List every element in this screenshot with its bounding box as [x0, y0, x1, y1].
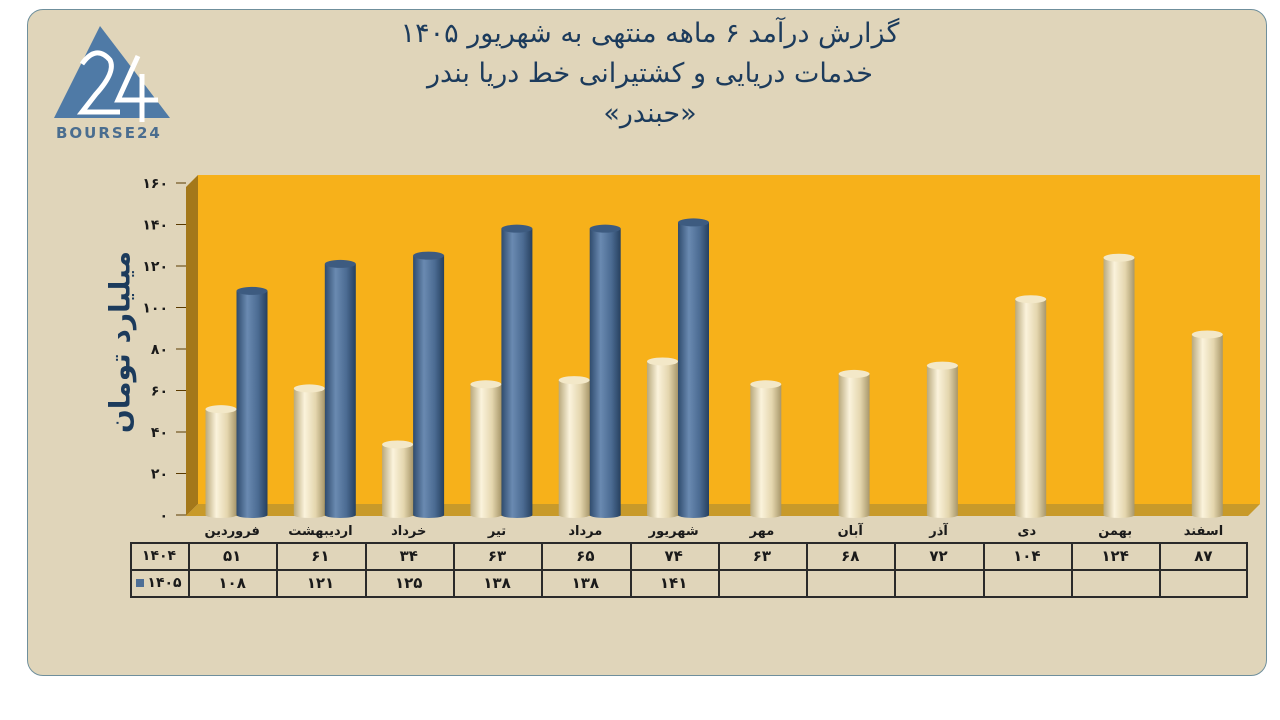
table-value-cell: [894, 570, 982, 597]
table-col-divider: [894, 542, 897, 598]
x-category-label: اسفند: [1184, 524, 1223, 539]
bar-1404: [926, 361, 958, 518]
plot-area: [198, 175, 1260, 504]
table-row-divider: [130, 569, 1248, 571]
bar-1404: [293, 384, 325, 518]
bar-1404: [647, 357, 678, 518]
legend-label: ۱۴۰۴: [141, 548, 177, 564]
table-value-cell: ۱۲۵: [395, 574, 423, 592]
table-value-cell: ۱۰۴: [1013, 547, 1041, 565]
table-col-divider: [1246, 542, 1248, 598]
bar-1405: [236, 286, 268, 518]
table-value-cell: ۶۳: [487, 547, 507, 565]
table-value-cell: [983, 570, 1071, 597]
x-category-label: بهمن: [1098, 524, 1132, 539]
table-value-cell: ۶۸: [841, 547, 860, 565]
bar-1404: [1103, 253, 1135, 518]
table-series-label: ۱۴۰۴: [130, 543, 188, 570]
y-tick-label: ۱۰۰: [142, 301, 168, 317]
table-col-divider: [1071, 542, 1073, 598]
y-tick-label: ۱۲۰: [142, 259, 168, 275]
bar-1405: [324, 259, 356, 518]
bar-1405: [678, 218, 709, 518]
bar-1404: [1191, 330, 1223, 518]
table-value-cell: ۶۳: [752, 547, 772, 565]
data-table: ۱۴۰۴ ۱۴۰۵ ۵۱ ۶۱ ۳۴ ۶۳ ۶۵ ۷۴ ۶۳ ۶۸ ۷۲ ۱۰۴ ۱۲۴ ۸۷ ۱۰۸ ۱۲۱…: [130, 542, 1248, 598]
table-col-divider: [629, 542, 632, 598]
y-tick-label: ۱۴۰: [142, 218, 168, 234]
table-value-cell: [806, 570, 894, 597]
y-tick-label: ۴۰: [151, 425, 168, 441]
y-tick-label: ۸۰: [151, 342, 168, 358]
legend-label: ۱۴۰۵: [147, 575, 182, 591]
y-tick-label: ۰: [159, 508, 168, 524]
table-row-divider: [130, 542, 1248, 544]
y-tick-label: ۱۶۰: [142, 176, 168, 192]
table-col-divider: [717, 542, 720, 598]
bourse24-logo-icon: [54, 26, 170, 122]
table-value-cell: [1071, 570, 1159, 597]
x-category-label: آذر: [928, 522, 948, 539]
table-col-divider: [541, 542, 544, 598]
table-value-cell: ۶۵: [576, 547, 595, 565]
logo-text: BOURSE24: [56, 124, 162, 142]
table-value-cell: ۷۲: [929, 547, 948, 565]
x-category-label: شهریور: [648, 524, 699, 539]
bar-1404: [382, 440, 414, 518]
bar-1404: [205, 405, 237, 518]
bar-1404: [558, 376, 590, 518]
bar-1405: [501, 224, 533, 518]
table-value-cell: ۱۳۸: [571, 574, 600, 592]
table-value-cell: ۱۳۸: [483, 574, 511, 592]
table-value-cell: ۵۱: [222, 547, 242, 565]
table-value-cell: ۱۰۸: [218, 574, 246, 592]
table-col-divider: [364, 542, 367, 598]
table-col-divider: [806, 542, 809, 598]
table-row-divider: [130, 596, 1248, 598]
table-value-cell: [718, 570, 806, 597]
table-col-divider: [452, 542, 455, 598]
chart-title-line-1: گزارش درآمد ۶ ماهه منتهی به شهریور ۱۴۰۵: [400, 18, 900, 49]
x-category-label: تیر: [487, 524, 506, 539]
x-category-label: مهر: [749, 524, 775, 539]
plot-side-wall: [186, 175, 198, 516]
bar-1404: [470, 380, 502, 518]
table-value-cell: ۶۱: [311, 547, 330, 565]
bar-1404: [750, 380, 782, 518]
x-category-label: خرداد: [391, 524, 426, 539]
table-col-divider: [982, 542, 985, 598]
table-value-cell: ۱۲۱: [306, 574, 335, 592]
table-value-cell: ۱۴۱: [659, 574, 688, 592]
legend-key-1405: [136, 579, 145, 587]
table-value-cell: ۳۴: [399, 547, 418, 565]
x-category-label: آبان: [838, 522, 864, 539]
bar-1404: [1015, 295, 1047, 518]
x-category-label: اردیبهشت: [288, 524, 352, 539]
bar-1405: [413, 251, 445, 518]
y-tick-label: ۲۰: [151, 467, 168, 483]
table-col-divider: [276, 542, 279, 598]
table-value-cell: [1159, 570, 1247, 597]
table-col-divider: [130, 542, 132, 598]
chart-title-line-3: «حبندر»: [603, 98, 697, 129]
bar-1405: [589, 224, 621, 518]
table-value-cell: ۸۷: [1194, 547, 1213, 565]
y-tick-label: ۶۰: [151, 384, 168, 400]
table-value-cell: ۱۲۴: [1101, 547, 1129, 565]
plot-floor: [186, 504, 1260, 516]
table-value-cell: ۷۴: [664, 547, 683, 565]
table-col-divider: [1159, 542, 1162, 598]
chart-title-line-2: خدمات دریایی و کشتیرانی خط دریا بندر: [427, 58, 873, 89]
table-series-label: ۱۴۰۵: [130, 570, 188, 597]
x-category-label: دی: [1018, 524, 1037, 539]
x-category-label: فروردین: [204, 524, 259, 539]
table-col-divider: [188, 542, 190, 598]
bar-1404: [838, 369, 870, 518]
x-category-label: مرداد: [568, 524, 602, 539]
